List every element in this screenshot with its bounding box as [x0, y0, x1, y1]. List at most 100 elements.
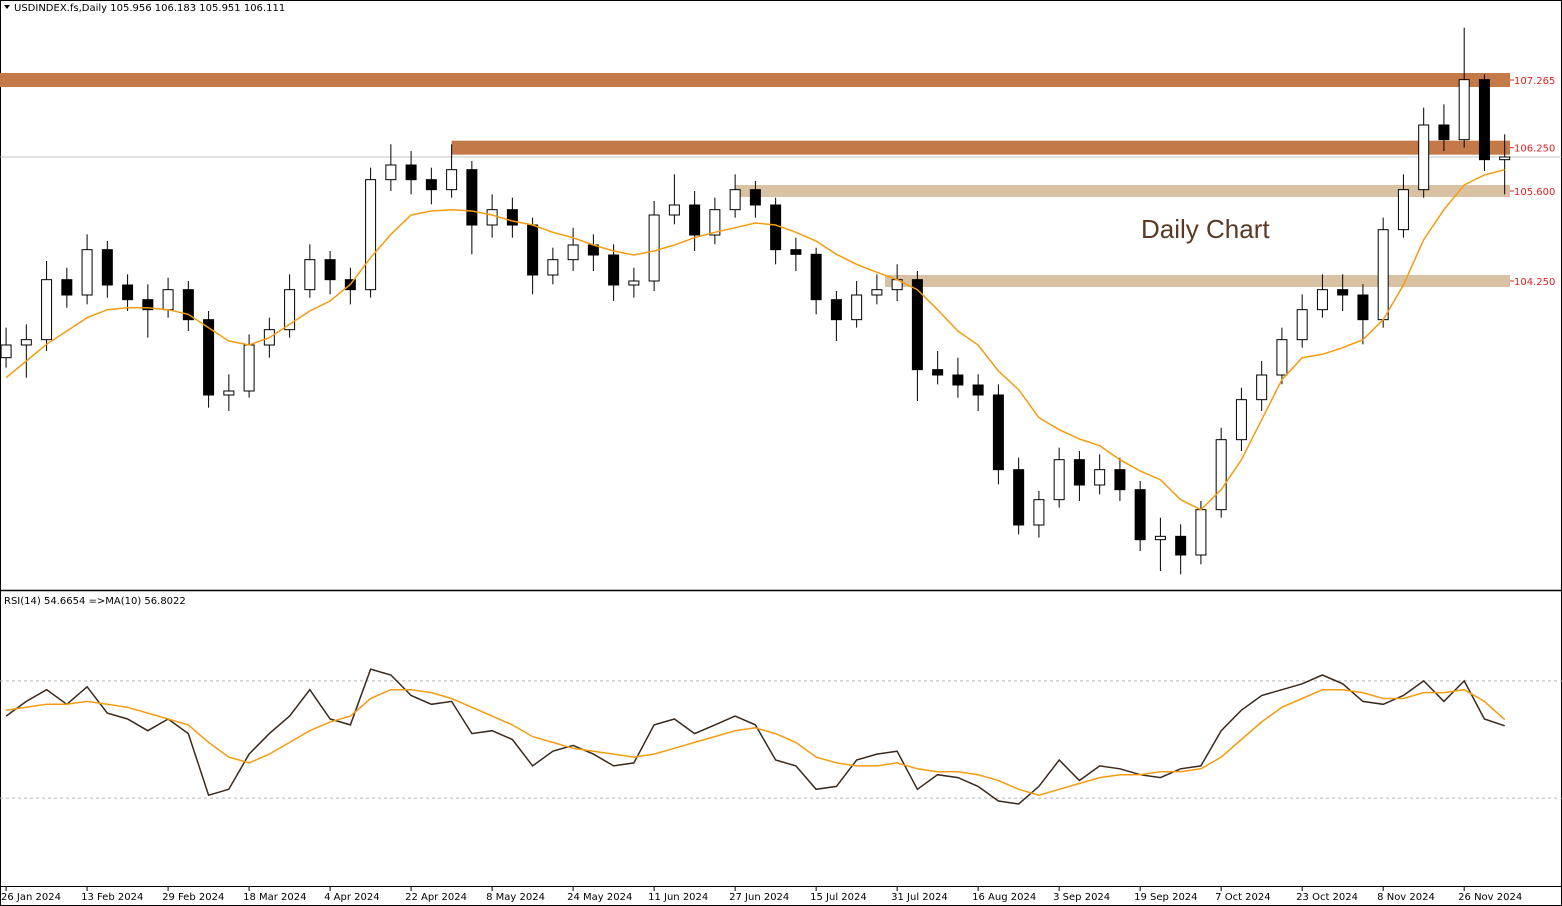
candle-body [1377, 229, 1389, 321]
x-tick-label: 24 May 2024 [567, 892, 632, 903]
candle-body [1134, 489, 1146, 541]
candle-body [1458, 79, 1470, 141]
candle-body [1215, 439, 1227, 511]
time-axis: 26 Jan 2024 13 Feb 2024 29 Feb 2024 18 Mar … [1, 886, 1522, 903]
candle-body [1154, 535, 1166, 541]
candle-body [527, 224, 539, 276]
rsi-panel [0, 668, 1562, 805]
zone-label: 104.250 [1514, 277, 1555, 288]
candle-body [0, 344, 12, 359]
candle-body [182, 289, 194, 321]
x-tick-label: 16 Aug 2024 [972, 892, 1036, 903]
menu-arrow[interactable] [4, 5, 10, 9]
candle-body [1195, 509, 1207, 556]
candle-body [689, 204, 701, 236]
candle-body [648, 214, 660, 282]
candle-body [668, 204, 680, 216]
candle-body [749, 189, 761, 206]
x-tick-label: 8 May 2024 [486, 892, 545, 903]
candle-body [304, 259, 316, 291]
candle-body [446, 169, 458, 191]
candle-body [992, 394, 1004, 471]
candle-body [952, 374, 964, 386]
x-tick-label: 29 Feb 2024 [162, 892, 224, 903]
candle-body [223, 390, 235, 396]
candle-body [1256, 374, 1268, 401]
candle-body [790, 249, 802, 255]
candle-body [547, 259, 559, 276]
candle-body [1316, 289, 1328, 311]
x-tick-label: 26 Jan 2024 [1, 892, 61, 903]
candle-body [1478, 79, 1490, 161]
x-tick-label: 7 Oct 2024 [1215, 892, 1270, 903]
candle-body [810, 253, 822, 301]
candle-body [1073, 459, 1085, 486]
rsi-ma-line [5, 688, 1506, 796]
annotation: Daily Chart [1141, 214, 1270, 244]
candle-body [1296, 309, 1308, 341]
candle-body [41, 279, 53, 341]
candle-body [1499, 156, 1511, 161]
x-tick-label: 19 Sep 2024 [1134, 892, 1197, 903]
zone [735, 185, 1510, 197]
x-tick-label: 15 Jul 2024 [810, 892, 867, 903]
candle-body [851, 294, 863, 321]
x-tick-label: 26 Nov 2024 [1458, 892, 1522, 903]
candle-body [1418, 124, 1430, 191]
candle-body [871, 289, 883, 296]
x-tick-label: 22 Apr 2024 [405, 892, 467, 903]
candle-body [1175, 535, 1187, 556]
candle-body [284, 289, 296, 331]
candle-body [365, 179, 377, 291]
candle-body [81, 249, 93, 296]
indicator-title: RSI(14) 54.6654 =>MA(10) 56.8022 [4, 596, 186, 607]
candle-body [972, 384, 984, 396]
candle-body [932, 369, 944, 376]
candle-body [243, 344, 255, 392]
candle-body [1094, 469, 1106, 486]
candle-body [709, 209, 721, 236]
candle-body [608, 254, 620, 286]
candle-body [385, 164, 397, 181]
zone-label: 105.600 [1514, 187, 1555, 198]
candle-body [405, 164, 417, 181]
candle-body [425, 179, 437, 191]
moving-average [5, 168, 1505, 511]
zone [451, 140, 1510, 155]
x-tick-label: 3 Sep 2024 [1053, 892, 1110, 903]
candle-body [20, 339, 32, 346]
x-tick-label: 27 Jun 2024 [729, 892, 789, 903]
candle-body [486, 209, 498, 226]
candle-body [1357, 294, 1369, 321]
candle-body [1276, 339, 1288, 376]
candle-body [1337, 289, 1349, 296]
candle-body [1013, 469, 1025, 526]
x-tick-label: 31 Jul 2024 [891, 892, 948, 903]
candle-body [1053, 459, 1065, 501]
candle-body [506, 209, 518, 226]
x-tick-label: 11 Jun 2024 [648, 892, 708, 903]
candle-body [162, 289, 174, 311]
candle-body [1033, 499, 1045, 526]
candle-body [770, 204, 782, 251]
x-tick-label: 8 Nov 2024 [1377, 892, 1435, 903]
candle-body [1438, 124, 1450, 141]
candle-body [729, 189, 741, 211]
candle-body [567, 244, 579, 261]
candle-body [142, 299, 154, 311]
candle-body [1114, 469, 1126, 491]
zone [884, 275, 1510, 287]
candle-body [830, 299, 842, 321]
candle-body [911, 279, 923, 371]
chart-title: USDINDEX.fs,Daily 105.956 106.183 105.95… [14, 3, 285, 14]
rsi-line [5, 668, 1505, 805]
candle-body [1397, 189, 1409, 231]
candle-body [466, 169, 478, 226]
zone [0, 73, 1510, 87]
zone-label: 107.265 [1514, 76, 1555, 87]
candle-body [61, 279, 73, 296]
candle-body [203, 319, 215, 396]
x-tick-label: 23 Oct 2024 [1296, 892, 1358, 903]
x-tick-label: 4 Apr 2024 [324, 892, 379, 903]
